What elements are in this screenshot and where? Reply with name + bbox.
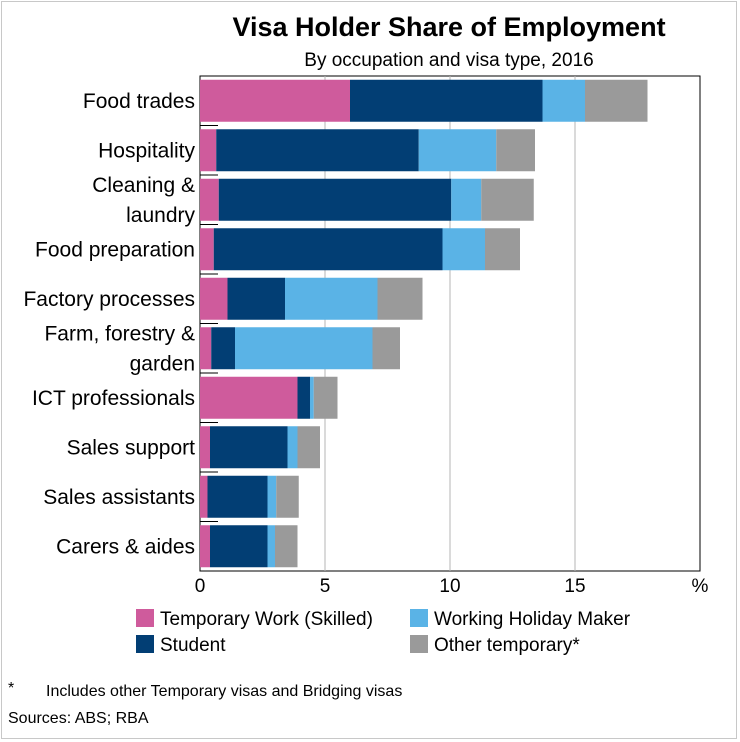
bar-segment-working-holiday-maker-6	[310, 376, 314, 419]
category-label: Factory processes	[23, 288, 195, 311]
bar-segment-working-holiday-maker-4	[285, 277, 378, 320]
bar-segment-working-holiday-maker-8	[267, 475, 277, 518]
bar-segment-temporary-work-skilled-1	[200, 129, 217, 172]
category-label: Farm, forestry &	[44, 322, 195, 345]
bar-segment-other-temporary-2	[481, 178, 534, 221]
category-label: Sales assistants	[43, 486, 195, 509]
sources-text: Sources: ABS; RBA	[8, 710, 149, 727]
legend-label: Temporary Work (Skilled)	[160, 609, 373, 630]
category-label: Food trades	[83, 90, 195, 113]
bar-segment-working-holiday-maker-2	[451, 178, 482, 221]
chart-subtitle: By occupation and visa type, 2016	[304, 50, 593, 71]
bar-segment-student-1	[216, 129, 419, 172]
legend-swatch	[136, 635, 154, 653]
x-tick-label: 0	[195, 576, 206, 597]
bar-segment-student-8	[207, 475, 268, 518]
bar-segment-student-3	[213, 228, 443, 271]
bar-segment-temporary-work-skilled-3	[200, 228, 214, 271]
bar-segment-other-temporary-1	[496, 129, 535, 172]
bar-segment-temporary-work-skilled-0	[200, 79, 350, 122]
bar-segment-other-temporary-7	[297, 426, 320, 469]
chart-title: Visa Holder Share of Employment	[232, 12, 665, 42]
legend-swatch	[410, 635, 428, 653]
bar-segment-student-2	[218, 178, 452, 221]
x-tick-label: 5	[320, 576, 331, 597]
bar-segment-student-5	[211, 327, 235, 370]
bar-segment-temporary-work-skilled-6	[200, 376, 298, 419]
bar-segment-other-temporary-8	[276, 475, 299, 518]
bar-segment-temporary-work-skilled-2	[200, 178, 219, 221]
bar-segment-student-0	[350, 79, 543, 122]
bar-segment-other-temporary-9	[275, 525, 298, 568]
legend-swatch	[410, 609, 428, 627]
bar-segment-temporary-work-skilled-8	[200, 475, 208, 518]
category-label: Food preparation	[35, 238, 195, 261]
category-label: Hospitality	[98, 139, 195, 162]
bar-segment-working-holiday-maker-3	[442, 228, 485, 271]
bar-segment-temporary-work-skilled-9	[200, 525, 210, 568]
x-tick-label: 10	[439, 576, 460, 597]
bar-segment-other-temporary-5	[372, 327, 400, 370]
bar-segment-temporary-work-skilled-7	[200, 426, 210, 469]
category-label: Cleaning &	[92, 174, 195, 197]
bar-segment-working-holiday-maker-9	[267, 525, 275, 568]
bar-segment-other-temporary-0	[585, 79, 648, 122]
bar-segment-other-temporary-4	[377, 277, 423, 320]
bar-segment-working-holiday-maker-5	[235, 327, 373, 370]
bar-segment-temporary-work-skilled-4	[200, 277, 228, 320]
bar-segment-temporary-work-skilled-5	[200, 327, 212, 370]
legend-swatch	[136, 609, 154, 627]
bar-segment-student-7	[210, 426, 288, 469]
category-label: Sales support	[67, 436, 196, 459]
bar-segment-student-6	[297, 376, 310, 419]
footnote-text: Includes other Temporary visas and Bridg…	[46, 683, 402, 700]
legend-label: Student	[160, 635, 226, 656]
category-label: garden	[130, 352, 195, 375]
legend-label: Working Holiday Maker	[434, 609, 631, 630]
bar-segment-other-temporary-3	[485, 228, 520, 271]
bar-segment-other-temporary-6	[313, 376, 338, 419]
bar-segment-student-4	[227, 277, 285, 320]
x-tick-label: 15	[564, 576, 585, 597]
category-label: Carers & aides	[56, 535, 195, 558]
legend-label: Other temporary*	[434, 635, 580, 656]
category-label: ICT professionals	[32, 387, 195, 410]
x-axis-unit-label: %	[692, 576, 709, 597]
bar-segment-working-holiday-maker-7	[287, 426, 298, 469]
category-label: laundry	[126, 204, 195, 227]
footnote-symbol: *	[8, 680, 14, 697]
bar-segment-student-9	[210, 525, 268, 568]
bar-segment-working-holiday-maker-1	[418, 129, 497, 172]
bar-segment-working-holiday-maker-0	[542, 79, 585, 122]
